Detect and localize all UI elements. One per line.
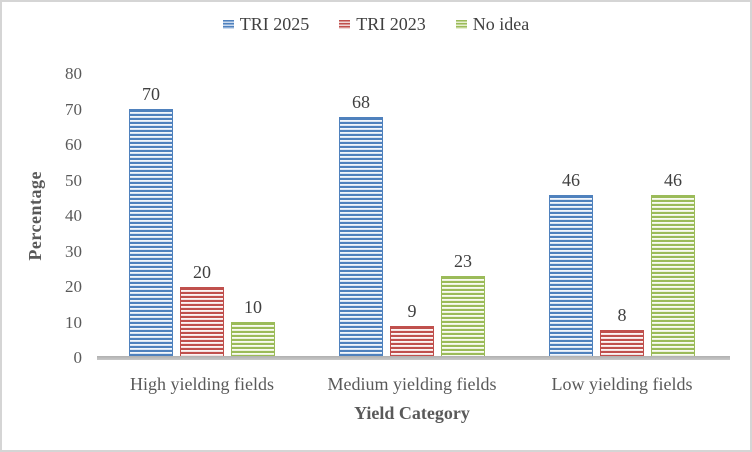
bar-value-label: 20 bbox=[193, 262, 211, 282]
bar-tri-2023-high-yielding-fields: 20 bbox=[180, 263, 224, 358]
y-tick-70: 70 bbox=[65, 99, 82, 119]
y-tick-0: 0 bbox=[73, 348, 83, 367]
x-axis-line bbox=[97, 356, 730, 360]
bar-fill bbox=[180, 287, 224, 358]
bar-fill bbox=[231, 322, 275, 358]
x-axis-labels: High yielding fields Medium yielding fiel… bbox=[97, 374, 727, 395]
bar-value-label: 46 bbox=[664, 170, 682, 190]
bar-fill bbox=[651, 195, 695, 358]
bar-value-label: 70 bbox=[142, 84, 160, 104]
bar-fill bbox=[339, 117, 383, 358]
y-tick-60: 60 bbox=[65, 135, 82, 154]
bar-value-label: 9 bbox=[407, 301, 417, 321]
bar-value-label: 10 bbox=[244, 297, 262, 317]
y-tick-80: 80 bbox=[65, 64, 82, 83]
x-axis-title-text: Yield Category bbox=[354, 403, 470, 423]
bar-no-idea-low-yielding-fields: 46 bbox=[651, 171, 695, 358]
y-tick-10: 10 bbox=[65, 312, 82, 332]
y-tick-20: 20 bbox=[65, 277, 82, 296]
legend-label: TRI 2025 bbox=[239, 14, 310, 34]
bar-value-label: 23 bbox=[454, 251, 472, 271]
x-category-label-high-yielding-fields: High yielding fields bbox=[130, 374, 274, 394]
legend-marker-icon bbox=[339, 19, 351, 29]
x-axis-title: Yield Category bbox=[97, 403, 727, 424]
bar-tri-2023-low-yielding-fields: 8 bbox=[600, 306, 644, 358]
legend-item-no-idea: No idea bbox=[455, 14, 530, 34]
bar-fill bbox=[600, 330, 644, 358]
bar-no-idea-medium-yielding-fields: 23 bbox=[441, 252, 485, 358]
bar-tri-2025-medium-yielding-fields: 68 bbox=[339, 93, 383, 358]
x-category-label-medium-yielding-fields: Medium yielding fields bbox=[327, 374, 497, 394]
y-tick-50: 50 bbox=[65, 170, 82, 190]
bar-group-low-yielding-fields: 46 8 46 bbox=[517, 74, 727, 358]
legend-marker-icon bbox=[455, 19, 467, 29]
bar-value-label: 46 bbox=[562, 170, 580, 190]
legend: TRI 2025 TRI 2023 No idea bbox=[2, 15, 750, 33]
bar-fill bbox=[129, 109, 173, 358]
bar-value-label: 8 bbox=[617, 305, 627, 325]
bar-group-high-yielding-fields: 70 20 10 bbox=[97, 74, 307, 358]
bar-value-label: 68 bbox=[352, 92, 370, 112]
legend-label: TRI 2023 bbox=[356, 14, 426, 34]
plot-area: 70 20 10 68 9 23 46 8 46 bbox=[97, 74, 727, 358]
legend-item-tri-2025: TRI 2025 bbox=[222, 14, 310, 34]
legend-label: No idea bbox=[472, 14, 530, 34]
legend-marker-icon bbox=[222, 19, 234, 29]
bar-fill bbox=[390, 326, 434, 358]
x-category-label-low-yielding-fields: Low yielding fields bbox=[551, 374, 693, 394]
bar-tri-2025-high-yielding-fields: 70 bbox=[129, 85, 173, 358]
bar-group-medium-yielding-fields: 68 9 23 bbox=[307, 74, 517, 358]
bar-no-idea-high-yielding-fields: 10 bbox=[231, 298, 275, 358]
y-tick-30: 30 bbox=[65, 241, 82, 261]
y-tick-40: 40 bbox=[65, 206, 82, 225]
legend-item-tri-2023: TRI 2023 bbox=[339, 15, 426, 33]
bar-fill bbox=[441, 276, 485, 358]
bar-tri-2023-medium-yielding-fields: 9 bbox=[390, 302, 434, 358]
bar-groups: 70 20 10 68 9 23 46 8 46 bbox=[97, 74, 727, 358]
bar-fill bbox=[549, 195, 593, 358]
bar-tri-2025-low-yielding-fields: 46 bbox=[549, 171, 593, 358]
y-axis-ticks: 0 10 20 30 40 50 60 70 80 bbox=[40, 65, 82, 367]
